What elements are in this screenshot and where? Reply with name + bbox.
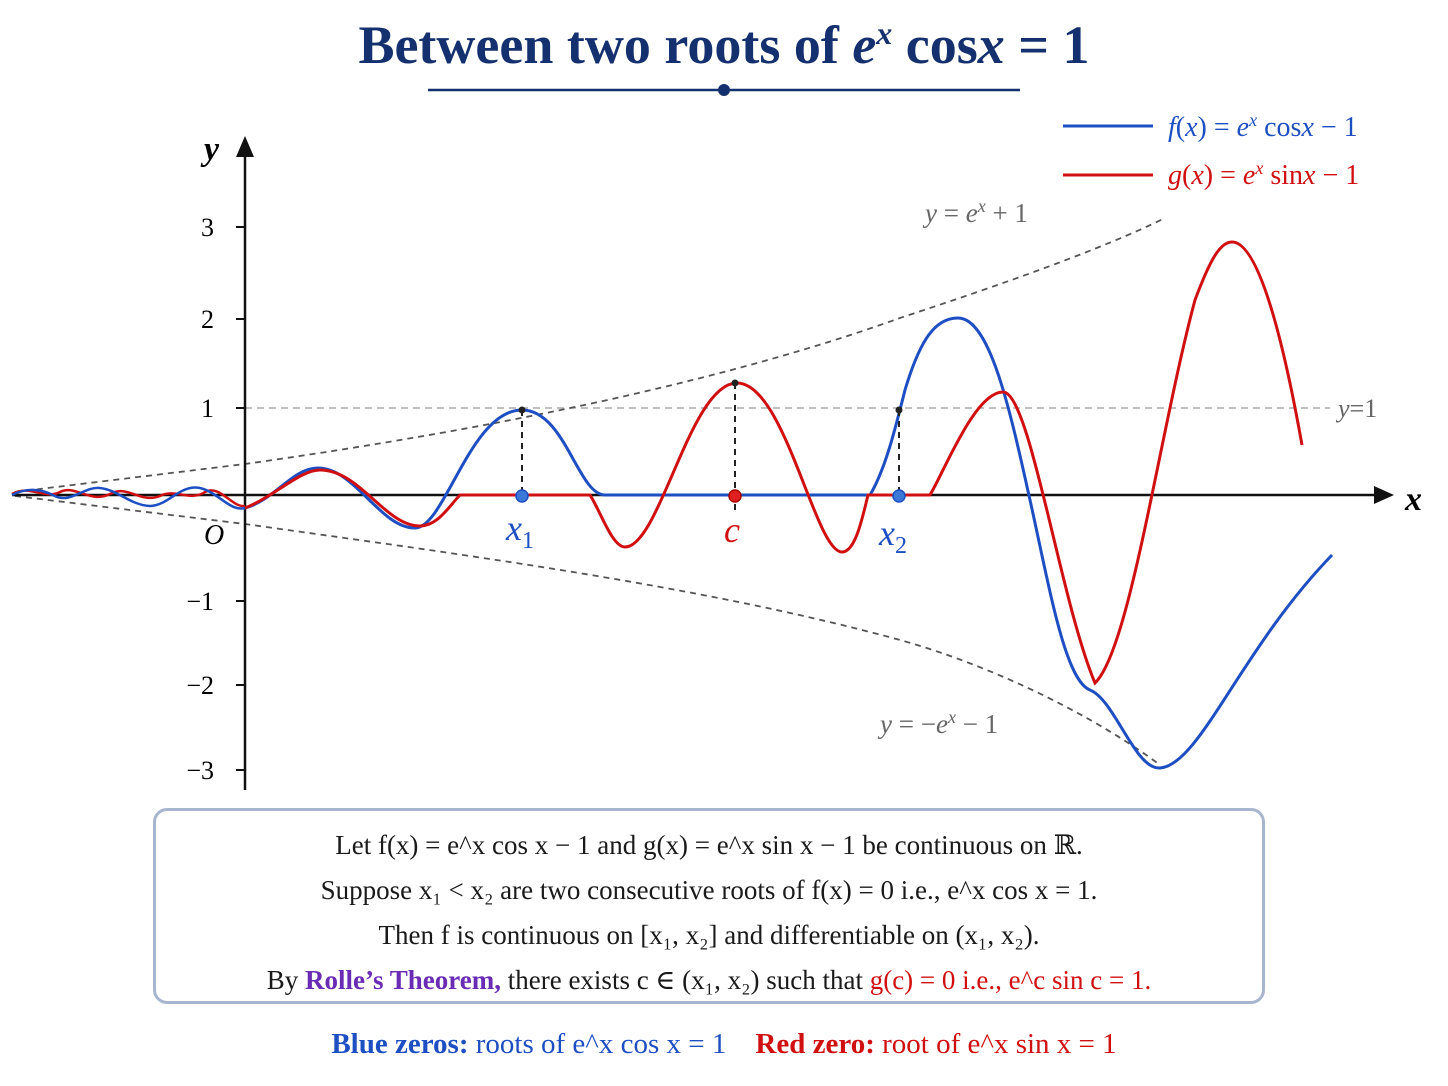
footer-note: Blue zeros: roots of e^x cos x = 1 Red z…: [0, 1028, 1448, 1061]
theorem-box: Let f(x) = e^x cos x − 1 and g(x) = e^x …: [153, 808, 1265, 1004]
legend-label-g: g(x) = ex sinx − 1: [1168, 158, 1359, 191]
x1-marker: [515, 489, 529, 503]
x2-top-dot: [895, 406, 903, 414]
f-curve: [244, 316, 1334, 770]
y-ticks: [236, 226, 245, 771]
y-tick-label: −3: [186, 756, 214, 785]
x-axis-label: x: [1404, 481, 1422, 518]
y-tick-label: −1: [186, 587, 214, 616]
title-text: Between two roots of: [358, 15, 839, 75]
footer-blue-text: roots of e^x cos x = 1: [475, 1028, 727, 1060]
upper-envelope-label: y = ex + 1: [922, 196, 1028, 228]
x2-label: x2: [878, 513, 907, 559]
y-tick-label: 1: [201, 394, 214, 423]
y-tick-label: 3: [201, 213, 214, 242]
y-tick-label: 2: [201, 305, 214, 334]
x1-label: x1: [505, 508, 534, 554]
guides: [521, 383, 900, 510]
box-line-4: By Rolle’s Theorem, there exists c ∈ (x₁…: [266, 965, 1152, 995]
lower-envelope: [14, 495, 1161, 766]
title-expression: ex: [852, 15, 893, 75]
box-line-3: Then f is continuous on [x₁, x₂] and dif…: [378, 920, 1040, 950]
footer-red-title: Red zero:: [755, 1028, 875, 1060]
g-curve: [244, 240, 1304, 686]
c-label: c: [724, 510, 740, 550]
y-axis-label: y: [200, 131, 220, 168]
title-underline: [428, 84, 1020, 96]
y-tick-label: −2: [186, 671, 214, 700]
x2-marker: [892, 489, 906, 503]
page-title: Between two roots of ex cosx = 1: [358, 15, 1090, 75]
x1-top-dot: [518, 406, 526, 414]
footer-red-text: root of e^x sin x = 1: [882, 1028, 1117, 1060]
y-axis: [236, 136, 254, 790]
legend: f(x) = ex cosx − 1 g(x) = ex sinx − 1: [1063, 110, 1359, 191]
upper-envelope: [14, 217, 1166, 493]
hline-label: y=1: [1335, 394, 1377, 423]
rolle-theorem: Rolle’s Theorem,: [305, 965, 501, 995]
footer-blue-title: Blue zeros:: [331, 1028, 469, 1060]
box-line-2: Suppose x₁ < x₂ are two consecutive root…: [320, 875, 1098, 905]
box-line-1: Let f(x) = e^x cos x − 1 and g(x) = e^x …: [335, 830, 1083, 860]
f-curve-left: [11, 486, 246, 510]
legend-label-f: f(x) = ex cosx − 1: [1168, 110, 1358, 143]
c-top-dot: [731, 379, 739, 387]
origin-label: O: [204, 520, 224, 551]
c-marker: [728, 489, 742, 503]
lower-envelope-label: y = −ex − 1: [877, 707, 998, 739]
